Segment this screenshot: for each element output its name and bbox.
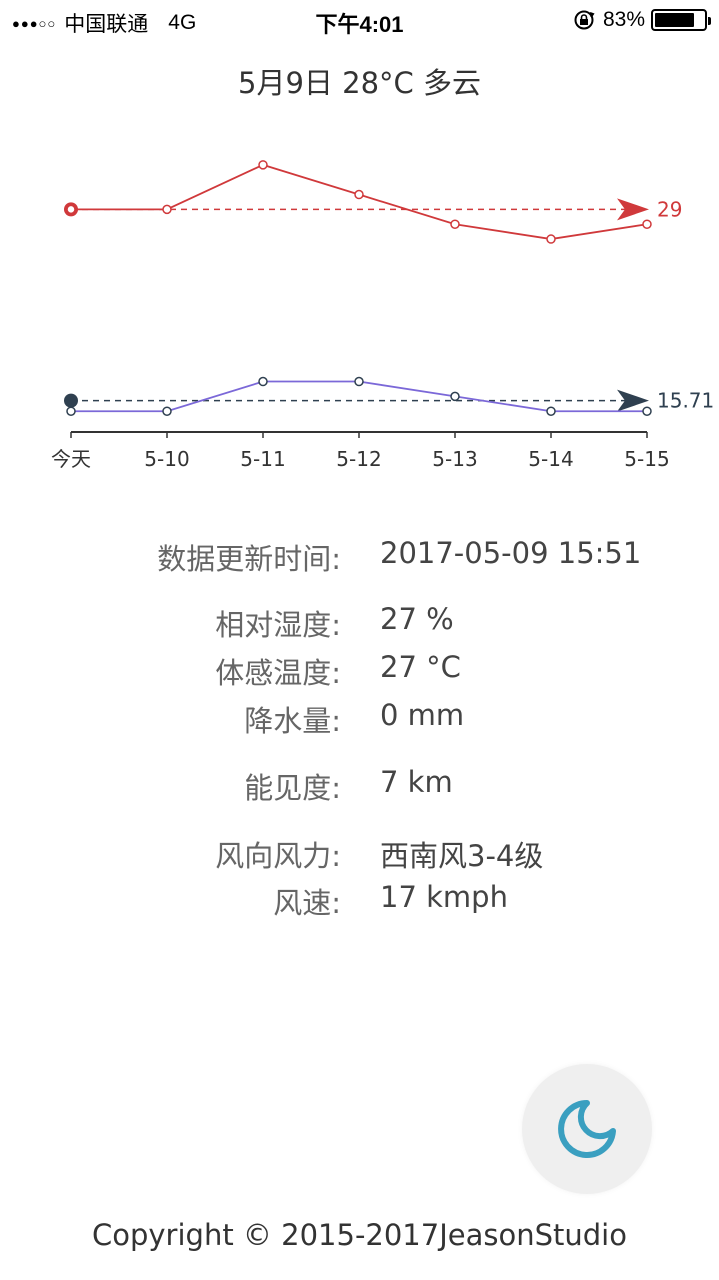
detail-label: 降水量:: [244, 704, 341, 738]
detail-value: 2017-05-09 15:51: [380, 536, 642, 570]
copyright-text: Copyright © 2015-2017JeasonStudio: [92, 1218, 627, 1252]
detail-label: 数据更新时间:: [157, 542, 341, 576]
rotation-lock-icon: [573, 9, 595, 31]
detail-value: 0 mm: [380, 698, 465, 732]
status-bar: ●●●○○ 中国联通 4G 下午4:01 83%: [0, 0, 719, 40]
average-arrow: [617, 389, 649, 412]
detail-row: 风向风力: 西南风3-4级: [0, 833, 719, 873]
status-time: 下午4:01: [315, 12, 404, 37]
status-right: 83%: [573, 8, 711, 32]
x-tick-label: 5-11: [240, 447, 285, 471]
data-point: [162, 204, 172, 215]
data-point: [162, 406, 172, 416]
detail-value: 27 °C: [380, 650, 461, 684]
page-title: 5月9日 28°C 多云: [238, 66, 481, 100]
data-point: [450, 219, 460, 229]
detail-row: 风速: 17 kmph: [0, 880, 719, 920]
battery-tip: [708, 17, 711, 25]
detail-label: 体感温度:: [215, 656, 341, 690]
detail-value: 西南风3-4级: [380, 839, 544, 873]
detail-label: 相对湿度:: [215, 608, 341, 642]
data-point: [354, 376, 364, 387]
data-point: [66, 204, 76, 215]
moon-icon: [558, 1100, 616, 1158]
data-point: [66, 406, 76, 416]
network-type: 4G: [168, 11, 197, 34]
detail-row: 降水量: 0 mm: [0, 698, 719, 738]
temperature-chart: 今天 5-10 5-11 5-12 5-13 5-14 5-15 29 15.71: [0, 130, 719, 490]
x-tick-label: 今天: [51, 447, 91, 471]
battery-percent: 83%: [602, 8, 645, 31]
battery-icon: [651, 9, 711, 31]
data-point: [546, 234, 556, 244]
detail-row: 体感温度: 27 °C: [0, 650, 719, 690]
detail-row: 能见度: 7 km: [0, 765, 719, 805]
temperature-chart-svg: 今天 5-10 5-11 5-12 5-13 5-14 5-15 29 15.71: [51, 160, 714, 471]
detail-label: 风速:: [273, 886, 341, 920]
data-point: [258, 160, 268, 170]
x-tick-label: 5-15: [624, 447, 669, 471]
detail-row: 相对湿度: 27 %: [0, 602, 719, 642]
signal-strength-icon: ●●●○○: [12, 15, 57, 31]
carrier-name: 中国联通: [64, 13, 149, 36]
detail-value: 7 km: [380, 765, 453, 799]
detail-value: 27 %: [380, 602, 454, 636]
x-tick-label: 5-12: [336, 447, 381, 471]
x-tick-label: 5-13: [432, 447, 477, 471]
data-point: [354, 189, 364, 200]
data-point: [258, 376, 268, 387]
average-label: 15.71: [657, 389, 714, 413]
battery-level-fill: [655, 13, 695, 27]
series-line: [71, 163, 648, 240]
data-point: [642, 219, 652, 229]
x-tick-label: 5-10: [144, 447, 189, 471]
average-label: 29: [657, 197, 682, 221]
data-point: [450, 391, 460, 402]
data-point: [642, 406, 652, 416]
data-point: [546, 406, 556, 416]
detail-row: 数据更新时间: 2017-05-09 15:51: [0, 536, 719, 576]
detail-value: 17 kmph: [380, 880, 508, 914]
detail-label: 能见度:: [244, 771, 341, 805]
status-left: ●●●○○ 中国联通 4G: [12, 8, 196, 38]
detail-label: 风向风力:: [215, 839, 341, 873]
average-start-dot: [64, 393, 78, 408]
theme-toggle-button[interactable]: [522, 1064, 652, 1194]
x-tick-label: 5-14: [528, 447, 573, 471]
average-arrow: [617, 198, 649, 221]
